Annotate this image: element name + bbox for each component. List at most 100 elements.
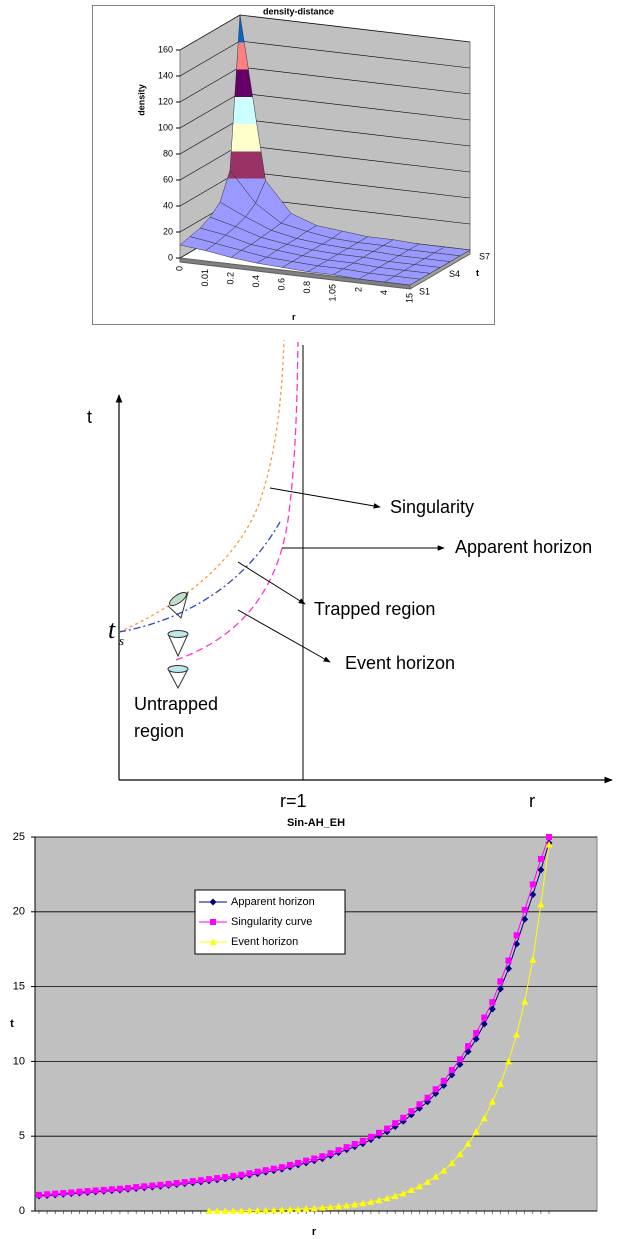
- data-point: [36, 1191, 42, 1198]
- data-point: [416, 1101, 423, 1108]
- data-point: [489, 999, 496, 1006]
- x-tick-label: 4: [379, 290, 389, 295]
- y-tick-label: 20: [13, 906, 25, 918]
- arrow: [269, 487, 381, 509]
- singularity-curve: [118, 339, 285, 633]
- y-tick-label: 20: [163, 226, 173, 236]
- data-point: [440, 1167, 448, 1174]
- data-point: [537, 866, 545, 874]
- data-point: [343, 1201, 351, 1209]
- data-point: [262, 1167, 269, 1174]
- x-tick-label: 15: [404, 293, 414, 303]
- data-point: [480, 1020, 488, 1028]
- y-tick-label: 80: [163, 148, 173, 158]
- data-point: [157, 1181, 164, 1188]
- data-point: [52, 1190, 59, 1197]
- y-tick-label: 60: [163, 174, 173, 184]
- data-point: [351, 1200, 359, 1208]
- x-tick-label: 0.6: [277, 278, 287, 291]
- data-point: [319, 1153, 326, 1160]
- data-point: [108, 1186, 115, 1193]
- legend-label: Event horizon: [231, 936, 298, 948]
- annotation: Untrapped: [134, 694, 218, 714]
- data-point: [400, 1114, 407, 1121]
- event-horizon-curve: [175, 341, 299, 661]
- legend-label: Singularity curve: [231, 916, 312, 928]
- data-point: [383, 1194, 391, 1202]
- y-tick-label: 0: [19, 1205, 25, 1217]
- data-point: [537, 855, 544, 862]
- data-point: [286, 1206, 294, 1213]
- y-tick-label: 40: [163, 200, 173, 210]
- data-point: [496, 1080, 504, 1087]
- data-point: [456, 1060, 464, 1068]
- data-point: [505, 965, 513, 973]
- data-point: [76, 1188, 83, 1195]
- data-point: [278, 1164, 285, 1171]
- data-point: [246, 1170, 253, 1177]
- data-point: [440, 1077, 447, 1084]
- data-point: [210, 919, 216, 925]
- data-point: [472, 1035, 480, 1043]
- legend-label: Apparent horizon: [231, 896, 315, 908]
- data-point: [335, 1202, 343, 1210]
- y-tick-label: 10: [13, 1055, 25, 1067]
- annotation: Apparent horizon: [455, 537, 592, 557]
- data-point: [521, 915, 529, 923]
- data-point: [44, 1191, 51, 1198]
- data-point: [376, 1129, 382, 1136]
- data-point: [173, 1180, 180, 1187]
- axis-label: r: [529, 791, 535, 811]
- data-point: [343, 1144, 350, 1151]
- x-axis-label: r: [292, 312, 296, 322]
- surface-patch: [179, 236, 217, 251]
- data-point: [254, 1168, 261, 1175]
- data-point: [302, 1205, 310, 1212]
- data-point: [214, 1175, 221, 1182]
- data-point: [206, 1176, 212, 1183]
- x-tick-label: 0.8: [302, 281, 312, 294]
- y-tick-label: 100: [158, 122, 173, 132]
- data-point: [310, 1204, 318, 1212]
- axis-label: r=1: [280, 791, 307, 811]
- data-point: [521, 998, 529, 1005]
- data-point: [230, 1172, 237, 1179]
- ts-label: t: [108, 615, 116, 644]
- data-point: [286, 1161, 293, 1168]
- data-point: [456, 1150, 464, 1158]
- data-point: [465, 1043, 472, 1050]
- data-point: [326, 1203, 334, 1211]
- data-point: [100, 1186, 107, 1193]
- y-tick-label: 160: [158, 44, 173, 54]
- data-point: [424, 1094, 431, 1101]
- data-point: [254, 1206, 262, 1214]
- cone: [167, 591, 189, 619]
- x-tick-label: 0.2: [225, 272, 235, 285]
- data-point: [165, 1180, 172, 1187]
- data-point: [209, 938, 217, 945]
- y-tick-label: 15: [13, 981, 25, 993]
- data-point: [213, 1207, 221, 1214]
- data-point: [529, 956, 537, 963]
- chart-title: density-distance: [263, 6, 334, 16]
- data-point: [384, 1125, 391, 1132]
- data-point: [270, 1165, 277, 1172]
- data-point: [375, 1196, 383, 1204]
- y-tick-label: 5: [19, 1130, 25, 1142]
- data-point: [237, 1207, 245, 1214]
- x-tick-label: 2: [353, 287, 363, 292]
- data-point: [367, 1133, 374, 1140]
- annotation: Trapped region: [314, 599, 435, 619]
- data-point: [392, 1120, 399, 1127]
- series-line: [38, 836, 550, 1196]
- data-point: [359, 1199, 367, 1207]
- data-point: [359, 1137, 366, 1144]
- data-point: [209, 898, 217, 906]
- data-point: [432, 1086, 439, 1093]
- z-tick-label: S1: [419, 286, 430, 296]
- data-point: [488, 1098, 496, 1105]
- data-point: [456, 1056, 463, 1063]
- data-point: [424, 1178, 432, 1185]
